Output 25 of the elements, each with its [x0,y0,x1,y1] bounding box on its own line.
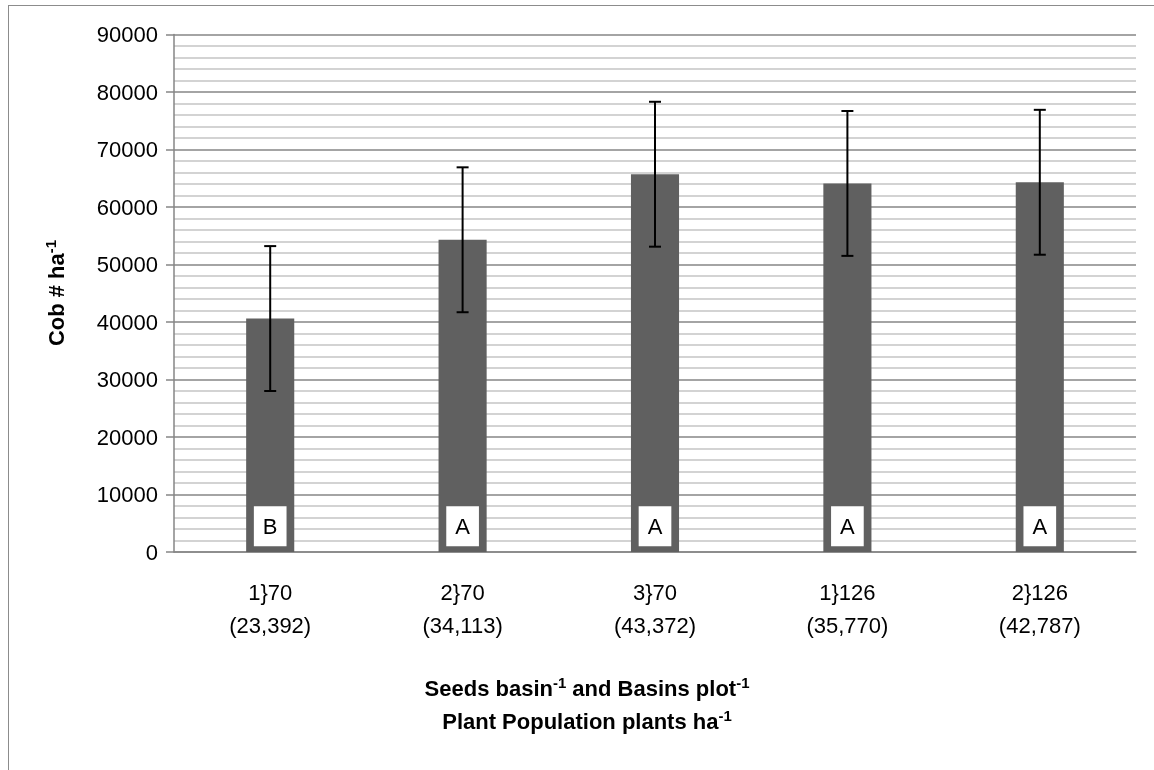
y-tick-label: 20000 [96,424,158,450]
x-tick-label: 1}70 (23,392) [229,580,312,638]
bar [823,183,872,552]
x-tick-label: 3}70 (43,372) [614,580,696,638]
y-tick-label: 50000 [96,252,158,277]
y-tick-label: 70000 [96,137,158,162]
annotation: B [262,513,278,539]
y-tick-label: 40000 [96,309,158,335]
x-tick-label: 2}70 (34,113) [422,580,503,638]
text: Seeds basin$^{-1}$ and Basins plot$^{-1}$ Plant Population plants ha$^{-1}$ [424,673,750,734]
annotation: A [840,513,856,539]
bar [1015,182,1064,552]
x-tick-label: 2}126 (42,787) [998,580,1081,638]
annotation: A [455,513,471,539]
y-tick-label: 60000 [96,194,158,220]
y-tick-label: 90000 [96,22,158,47]
y-tick-label: 0 [145,539,158,565]
x-tick-label: 1}126 (35,770) [806,580,889,638]
bar [438,239,487,552]
annotation: A [647,513,663,539]
y-tick-label: 10000 [96,482,158,507]
y-tick-label: 80000 [96,79,158,105]
y-tick-label: 30000 [96,367,158,392]
bar [630,174,680,552]
annotation: A [1032,513,1048,539]
